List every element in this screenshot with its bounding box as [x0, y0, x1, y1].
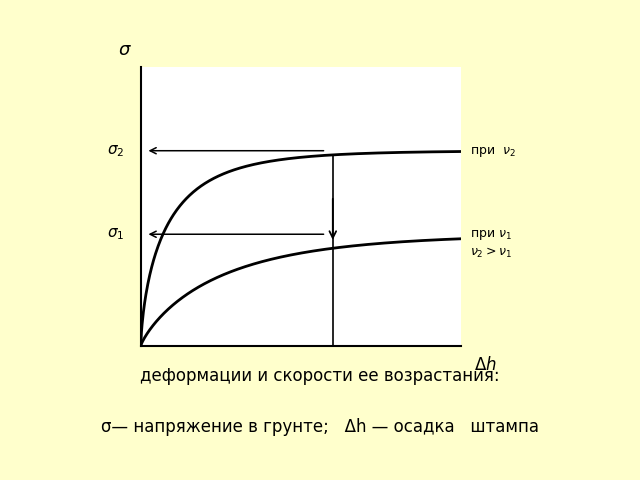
Text: $\sigma$: $\sigma$: [118, 41, 132, 59]
Text: $\sigma_1$: $\sigma_1$: [108, 227, 125, 242]
Text: при  $\nu_2$: при $\nu_2$: [470, 144, 516, 158]
Text: деформации и скорости ее возрастания:: деформации и скорости ее возрастания:: [140, 367, 500, 385]
Text: $\Delta h$: $\Delta h$: [474, 356, 497, 374]
Text: σ— напряжение в грунте;   Δh — осадка   штампа: σ— напряжение в грунте; Δh — осадка штам…: [101, 418, 539, 436]
Text: при $\nu_1$
$\nu_2 > \nu_1$: при $\nu_1$ $\nu_2 > \nu_1$: [470, 228, 513, 260]
Text: $\sigma_2$: $\sigma_2$: [108, 143, 125, 158]
